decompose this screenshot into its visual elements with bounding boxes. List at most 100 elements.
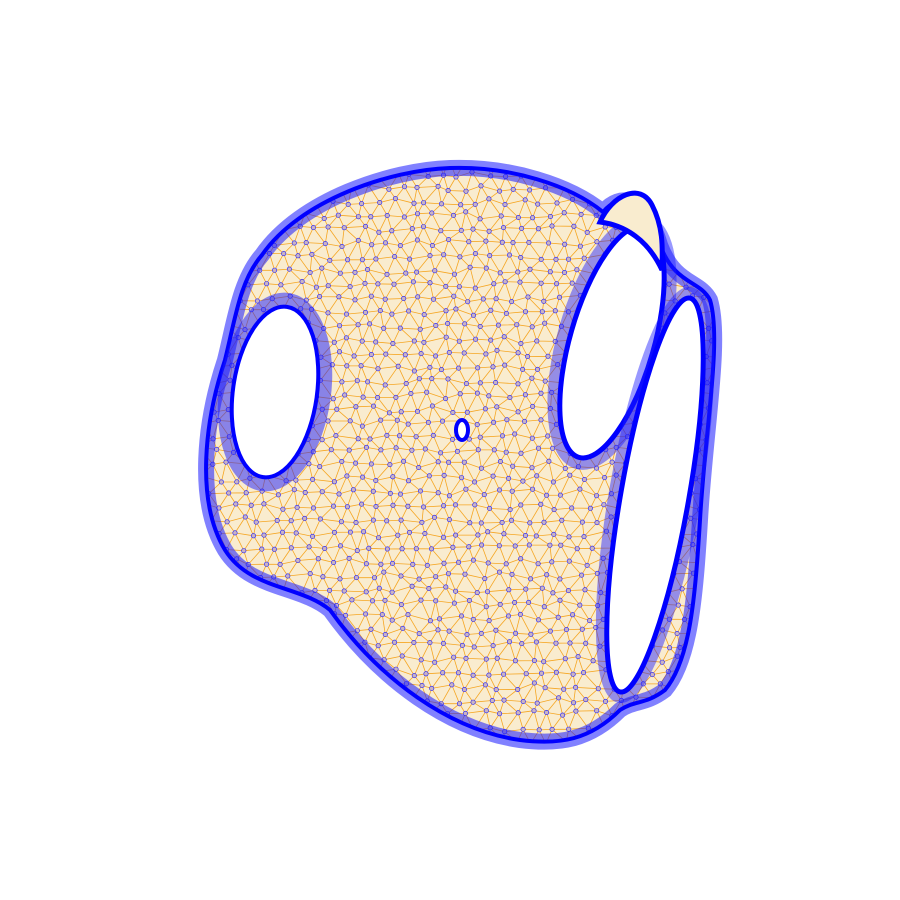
mesh-vertex — [416, 464, 422, 470]
mesh-vertex — [615, 167, 621, 173]
mesh-vertex — [542, 685, 548, 691]
mesh-vertex — [565, 588, 571, 594]
mesh-vertex — [310, 225, 316, 231]
mesh-vertex — [638, 737, 644, 742]
mesh-vertex — [206, 197, 209, 203]
mesh-vertex — [536, 727, 542, 733]
mesh-vertex — [545, 160, 549, 164]
mesh-vertex — [206, 223, 208, 229]
mesh-vertex — [389, 617, 395, 623]
mesh-vertex — [382, 296, 388, 302]
mesh-vertex — [485, 529, 491, 535]
mesh-vertex — [493, 296, 499, 302]
mesh-vertex — [435, 459, 441, 465]
mesh-vertex — [748, 340, 752, 344]
mesh-vertex — [405, 503, 411, 509]
mesh-vertex — [583, 697, 589, 703]
mesh-vertex — [306, 544, 312, 550]
mesh-vertex — [275, 157, 279, 161]
mesh-vertex — [237, 600, 243, 606]
mesh-vertex — [411, 338, 417, 344]
mesh-vertex — [730, 171, 734, 175]
mesh-vertex — [230, 670, 236, 676]
mesh-vertex — [486, 196, 492, 202]
mesh-vertex — [747, 479, 751, 483]
mesh-vertex — [493, 627, 499, 633]
mesh-vertex — [304, 685, 310, 691]
mesh-vertex — [738, 460, 742, 464]
mesh-vertex — [595, 686, 601, 692]
mesh-vertex — [363, 561, 369, 567]
mesh-vertex — [225, 709, 231, 715]
mesh-vertex — [224, 294, 230, 300]
mesh-vertex — [694, 195, 700, 201]
mesh-vertex — [241, 213, 247, 219]
mesh-vertex — [429, 210, 435, 216]
mesh-vertex — [578, 211, 584, 217]
mesh-vertex — [698, 645, 704, 651]
mesh-vertex — [422, 446, 428, 452]
mesh-vertex — [313, 727, 319, 733]
mesh-vertex — [581, 476, 587, 482]
mesh-vertex — [722, 740, 726, 744]
mesh-vertex — [206, 542, 210, 548]
mesh-vertex — [432, 659, 438, 665]
mesh-vertex — [226, 576, 232, 582]
mesh-vertex — [494, 655, 500, 661]
mesh-vertex — [289, 712, 295, 718]
mesh-vertex — [582, 752, 586, 756]
mesh-vertex — [335, 212, 341, 218]
mesh-vertex — [274, 602, 280, 608]
mesh-vertex — [231, 229, 237, 235]
mesh-vertex — [602, 698, 608, 704]
mesh-vertex — [453, 532, 459, 538]
mesh-vertex — [355, 322, 361, 328]
mesh-vertex — [738, 185, 742, 189]
mesh-vertex — [659, 659, 665, 665]
mesh-vertex — [445, 188, 451, 194]
mesh-vertex — [474, 422, 480, 428]
mesh-vertex — [249, 225, 255, 231]
mesh-vertex — [726, 446, 730, 450]
mesh-vertex — [567, 756, 571, 760]
mesh-vertex — [373, 256, 379, 262]
mesh-vertex — [594, 708, 600, 714]
mesh-vertex — [551, 507, 557, 513]
mesh-vertex — [594, 239, 600, 245]
mesh-vertex — [343, 311, 349, 317]
mesh-vertex — [475, 532, 481, 538]
mesh-vertex — [385, 743, 389, 747]
mesh-vertex — [466, 544, 472, 550]
mesh-vertex — [723, 215, 727, 219]
mesh-vertex — [512, 161, 516, 165]
mesh-vertex — [660, 627, 666, 633]
mesh-vertex — [505, 613, 511, 619]
mesh-vertex — [320, 574, 326, 580]
mesh-vertex — [526, 542, 532, 548]
mesh-vertex — [411, 639, 417, 645]
mesh-vertex — [649, 722, 655, 728]
mesh-vertex — [496, 569, 502, 575]
mesh-vertex — [384, 271, 390, 277]
mesh-vertex — [722, 464, 726, 468]
mesh-vertex — [327, 587, 333, 593]
mesh-vertex — [522, 309, 528, 315]
mesh-vertex — [712, 722, 715, 728]
mesh-vertex — [458, 613, 464, 619]
mesh-vertex — [265, 699, 271, 705]
mesh-vertex — [222, 632, 228, 638]
mesh-vertex — [480, 296, 486, 302]
mesh-vertex — [531, 680, 537, 686]
mesh-vertex — [253, 627, 259, 633]
mesh-vertex — [515, 409, 521, 415]
mesh-vertex — [192, 576, 196, 580]
mesh-vertex — [466, 597, 472, 603]
mesh-vertex — [301, 188, 307, 194]
mesh-vertex — [557, 492, 563, 498]
mesh-vertex — [336, 491, 342, 497]
mesh-vertex — [206, 310, 207, 316]
mesh-vertex — [339, 458, 345, 464]
mesh-vertex — [550, 590, 556, 596]
mesh-vertex — [463, 655, 469, 661]
right-lower-hole — [604, 295, 706, 695]
